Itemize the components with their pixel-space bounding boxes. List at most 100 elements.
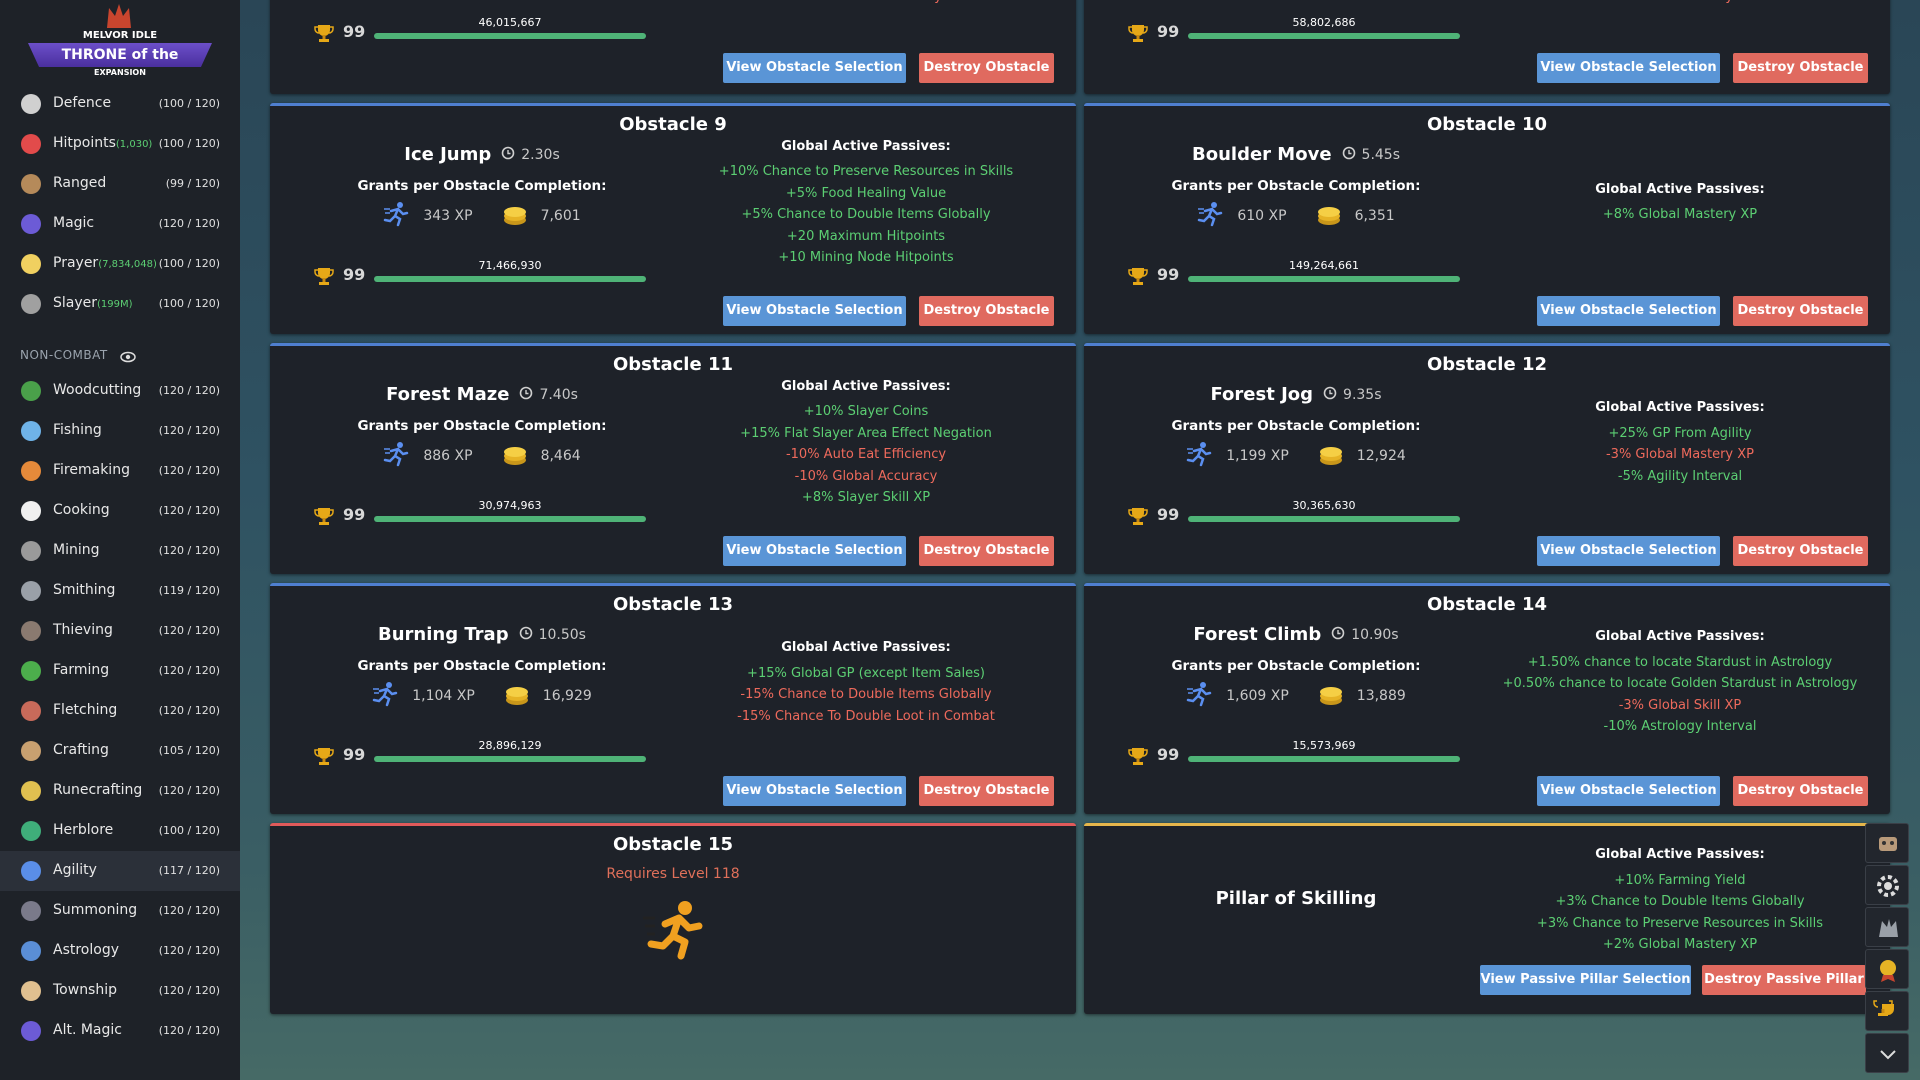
skill-item[interactable]: Ranged (99 / 120) xyxy=(0,164,240,204)
xp-reward: 610 XP xyxy=(1237,208,1287,224)
clock-icon xyxy=(519,385,533,404)
mastery-progress-bar xyxy=(374,516,646,522)
mastery-icon xyxy=(1128,506,1148,530)
quick-tool-button[interactable] xyxy=(1865,823,1909,863)
skill-level: (120 / 120) xyxy=(158,217,220,230)
gp-reward: 12,924 xyxy=(1356,448,1406,464)
mastery-icon xyxy=(314,23,334,47)
destroy-obstacle-button[interactable]: Destroy Obstacle xyxy=(1733,536,1868,566)
skill-item[interactable]: Woodcutting (120 / 120) xyxy=(0,371,240,411)
skill-item[interactable]: Fletching (120 / 120) xyxy=(0,691,240,731)
passives: Global Active Passives: +15% Global GP (e… xyxy=(690,612,1042,752)
logo-title: THRONE of the HERALD xyxy=(28,43,212,67)
destroy-pillar-button[interactable]: Destroy Passive Pillar xyxy=(1702,965,1866,995)
tool-icon xyxy=(1873,871,1903,905)
skill-item[interactable]: Crafting (105 / 120) xyxy=(0,731,240,771)
quick-tool-button[interactable] xyxy=(1865,865,1909,905)
skill-item[interactable]: Magic (120 / 120) xyxy=(0,204,240,244)
passive-modifier: +8% Slayer Skill XP xyxy=(801,490,931,505)
skill-item[interactable]: Herblore (100 / 120) xyxy=(0,811,240,851)
skill-name: Herblore xyxy=(53,822,114,838)
skill-level: (120 / 120) xyxy=(158,384,220,397)
clock-icon xyxy=(501,145,515,164)
obstacle-name: Ice Jump xyxy=(404,144,492,165)
skill-icon xyxy=(20,1020,42,1046)
skill-item[interactable]: Prayer(7,834,048) (100 / 120) xyxy=(0,244,240,284)
mastery-level: 99 xyxy=(1157,265,1180,284)
skill-name: Fishing xyxy=(53,422,102,438)
skill-level: (120 / 120) xyxy=(158,544,220,557)
skill-item[interactable]: Firemaking (120 / 120) xyxy=(0,451,240,491)
skill-item[interactable]: Hitpoints(1,030) (100 / 120) xyxy=(0,124,240,164)
skill-icon xyxy=(20,93,42,119)
obstacle-card: Obstacle 9 Ice Jump 2.30s Grants per Obstac… xyxy=(270,103,1076,334)
destroy-obstacle-button[interactable]: Destroy Obstacle xyxy=(919,296,1054,326)
skill-item[interactable]: Summoning (120 / 120) xyxy=(0,891,240,931)
skill-item[interactable]: Township (120 / 120) xyxy=(0,971,240,1011)
mastery-xp: 28,896,129 xyxy=(478,739,542,752)
grants-row: 1,104 XP 16,929 xyxy=(270,681,694,711)
passive-modifier: -5% Auto Eat Efficiency xyxy=(790,0,942,7)
view-obstacle-button[interactable]: View Obstacle Selection xyxy=(1537,776,1720,806)
skill-item[interactable]: Agility (117 / 120) xyxy=(0,851,240,891)
passives: Global Active Passives: +10% Slayer Coins… xyxy=(690,372,1042,512)
skill-item[interactable]: Slayer(199M) (100 / 120) xyxy=(0,284,240,324)
skill-item[interactable]: Defence (100 / 120) xyxy=(0,84,240,124)
obstacle-title: Obstacle 15 xyxy=(612,834,733,855)
destroy-obstacle-button[interactable]: Destroy Obstacle xyxy=(1733,53,1868,83)
skill-item[interactable]: Farming (120 / 120) xyxy=(0,651,240,691)
logo-brand: MELVOR IDLE xyxy=(82,30,158,41)
passives: -5% Auto Eat Efficiency xyxy=(690,0,1042,7)
skill-item[interactable]: Runecrafting (120 / 120) xyxy=(0,771,240,811)
skill-level: (120 / 120) xyxy=(158,464,220,477)
clock-icon xyxy=(1331,625,1345,644)
skill-item[interactable]: Fishing (120 / 120) xyxy=(0,411,240,451)
view-pillar-button[interactable]: View Passive Pillar Selection xyxy=(1480,965,1691,995)
quick-tool-button[interactable] xyxy=(1865,1033,1909,1073)
obstacle-header: Ice Jump 2.30s xyxy=(270,144,694,165)
xp-reward: 343 XP xyxy=(423,208,473,224)
skill-item[interactable]: Thieving (120 / 120) xyxy=(0,611,240,651)
xp-icon xyxy=(383,201,409,231)
obstacle-name: Burning Trap xyxy=(378,624,509,645)
skill-name: Fletching xyxy=(53,702,118,718)
skill-level: (120 / 120) xyxy=(158,504,220,517)
gp-icon xyxy=(505,683,529,710)
quick-tool-button[interactable] xyxy=(1865,907,1909,947)
view-obstacle-button[interactable]: View Obstacle Selection xyxy=(1537,536,1720,566)
passive-modifier: +15% Flat Slayer Area Effect Negation xyxy=(740,425,992,441)
skill-extra-info: (1,030) xyxy=(115,139,153,150)
destroy-obstacle-button[interactable]: Destroy Obstacle xyxy=(919,53,1054,83)
agility-course: -5% Auto Eat Efficiency 99 46,015,667 View … xyxy=(240,0,1920,1080)
skill-item[interactable]: Cooking (120 / 120) xyxy=(0,491,240,531)
gp-reward: 13,889 xyxy=(1356,688,1406,704)
mastery-xp: 58,802,686 xyxy=(1292,16,1356,29)
xp-icon xyxy=(1186,441,1212,471)
obstacle-header: Forest Maze 7.40s xyxy=(270,384,694,405)
obstacle-interval: 7.40s xyxy=(539,386,578,403)
skill-level: (120 / 120) xyxy=(158,624,220,637)
view-obstacle-button[interactable]: View Obstacle Selection xyxy=(723,536,906,566)
mastery-xp: 15,573,969 xyxy=(1292,739,1356,752)
mastery-icon xyxy=(1128,266,1148,290)
destroy-obstacle-button[interactable]: Destroy Obstacle xyxy=(919,536,1054,566)
destroy-obstacle-button[interactable]: Destroy Obstacle xyxy=(919,776,1054,806)
skill-item[interactable]: Smithing (119 / 120) xyxy=(0,571,240,611)
quick-tool-button[interactable] xyxy=(1865,949,1909,989)
view-obstacle-button[interactable]: View Obstacle Selection xyxy=(723,776,906,806)
destroy-obstacle-button[interactable]: Destroy Obstacle xyxy=(1733,296,1868,326)
view-obstacle-button[interactable]: View Obstacle Selection xyxy=(1537,53,1720,83)
skill-item[interactable]: Alt. Magic (120 / 120) xyxy=(0,1011,240,1051)
tool-icon xyxy=(1873,829,1903,863)
skill-item[interactable]: Mining (120 / 120) xyxy=(0,531,240,571)
locked-obstacle-card: Obstacle 15 Requires Level 118 xyxy=(270,823,1076,1014)
skill-item[interactable]: Astrology (120 / 120) xyxy=(0,931,240,971)
view-obstacle-button[interactable]: View Obstacle Selection xyxy=(723,296,906,326)
view-obstacle-button[interactable]: View Obstacle Selection xyxy=(1537,296,1720,326)
view-obstacle-button[interactable]: View Obstacle Selection xyxy=(723,53,906,83)
skill-level: (120 / 120) xyxy=(158,1024,220,1037)
grants-label: Grants per Obstacle Completion: xyxy=(357,178,607,194)
obstacle-interval: 10.90s xyxy=(1351,626,1399,643)
quick-tool-button[interactable] xyxy=(1865,991,1909,1031)
destroy-obstacle-button[interactable]: Destroy Obstacle xyxy=(1733,776,1868,806)
